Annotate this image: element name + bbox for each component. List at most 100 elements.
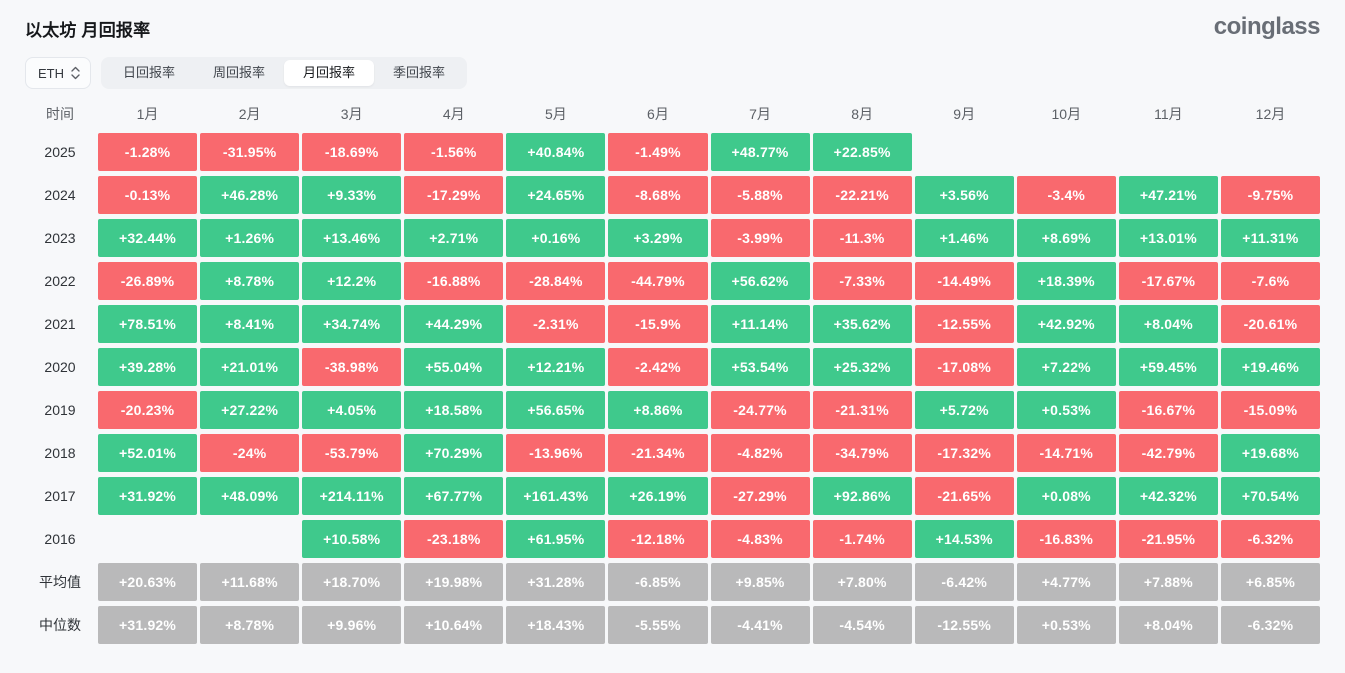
return-cell: +48.77% (710, 133, 810, 171)
return-cell: -6.42% (914, 563, 1014, 601)
return-cell: +21.01% (200, 348, 300, 386)
return-cell: -15.9% (608, 305, 708, 343)
return-cell: -20.23% (98, 391, 198, 429)
return-cell: -7.33% (812, 262, 912, 300)
return-cell: +14.53% (914, 520, 1014, 558)
return-cell: +56.62% (710, 262, 810, 300)
return-cell: -26.89% (98, 262, 198, 300)
row-label: 2022 (44, 273, 76, 289)
row-label: 2018 (44, 445, 76, 461)
column-header: 11月 (1154, 106, 1183, 122)
return-cell: +161.43% (506, 477, 606, 515)
return-cell: +42.32% (1118, 477, 1218, 515)
heatmap-header-row: 时间 1月 2月 3月 4月 5月 6月 7月 8月 9月 10月 11月 12月 (25, 101, 1320, 127)
return-cell: +19.68% (1220, 434, 1320, 472)
return-cell: -13.96% (506, 434, 606, 472)
return-cell (200, 520, 299, 558)
return-cell: -4.41% (710, 606, 810, 644)
return-cell: -14.71% (1016, 434, 1116, 472)
tab-daily-return[interactable]: 日回报率 (123, 65, 176, 80)
return-cell: +8.86% (608, 391, 708, 429)
return-cell: -1.28% (98, 133, 198, 171)
return-cell: -20.61% (1220, 305, 1320, 343)
return-cell: +55.04% (404, 348, 504, 386)
tab-monthly-return[interactable]: 月回报率 (284, 60, 375, 86)
row-label: 2017 (44, 488, 76, 504)
return-cell: -21.95% (1118, 520, 1218, 558)
return-cell: -9.75% (1220, 176, 1320, 214)
return-cell: +67.77% (404, 477, 504, 515)
return-cell: +34.74% (302, 305, 402, 343)
return-cell (1221, 133, 1320, 171)
return-cell: +46.28% (200, 176, 300, 214)
page: 以太坊 月回报率 coinglass ETH 日回报率 周回报率 月回报率 季回… (25, 13, 1321, 644)
tab-quarterly-return[interactable]: 季回报率 (393, 65, 446, 80)
return-cell: -17.08% (914, 348, 1014, 386)
return-cell: +18.70% (302, 563, 402, 601)
return-cell (98, 520, 197, 558)
return-cell: -4.54% (812, 606, 912, 644)
column-header: 2月 (238, 106, 261, 122)
column-header: 9月 (953, 106, 976, 122)
return-cell: +56.65% (506, 391, 606, 429)
return-cell: -12.55% (914, 305, 1014, 343)
monthly-returns-heatmap: 时间 1月 2月 3月 4月 5月 6月 7月 8月 9月 10月 11月 12月 2025 -1.28% -… (25, 101, 1320, 644)
year-row: 2016 +10.58% -23.18% +61.95% -12.18% -4.83% -1… (25, 520, 1320, 558)
return-cell: +18.58% (404, 391, 504, 429)
return-cell: -3.4% (1016, 176, 1116, 214)
return-cell: -18.69% (302, 133, 402, 171)
return-cell: -1.49% (608, 133, 708, 171)
topbar: 以太坊 月回报率 coinglass (25, 13, 1321, 41)
return-cell: +13.46% (302, 219, 402, 257)
return-cell: +10.64% (404, 606, 504, 644)
tab-weekly-return[interactable]: 周回报率 (213, 65, 266, 80)
row-label: 2021 (44, 316, 76, 332)
return-cell: +4.77% (1016, 563, 1116, 601)
return-cell: -7.6% (1220, 262, 1320, 300)
return-cell: -5.55% (608, 606, 708, 644)
symbol-select[interactable]: ETH (25, 57, 91, 89)
year-row: 2022 -26.89% +8.78% +12.2% -16.88% -28.84% -44… (25, 262, 1320, 300)
return-cell: -4.83% (710, 520, 810, 558)
column-header: 5月 (544, 106, 567, 122)
return-cell: -8.68% (608, 176, 708, 214)
row-label: 平均值 (39, 574, 81, 590)
controls-row: ETH 日回报率 周回报率 月回报率 季回报率 (25, 57, 1320, 89)
column-header: 3月 (340, 106, 363, 122)
return-cell: +0.08% (1016, 477, 1116, 515)
return-cell: +61.95% (506, 520, 606, 558)
return-cell: -6.85% (608, 563, 708, 601)
row-label: 2025 (44, 144, 76, 160)
return-cell: +20.63% (98, 563, 198, 601)
return-cell: -5.88% (710, 176, 810, 214)
return-cell: +8.78% (200, 262, 300, 300)
year-row: 2018 +52.01% -24% -53.79% +70.29% -13.96% -21.… (25, 434, 1320, 472)
return-cell: -28.84% (506, 262, 606, 300)
coinglass-logo: coinglass (1213, 13, 1321, 40)
return-cell: -2.42% (608, 348, 708, 386)
return-cell: +78.51% (98, 305, 198, 343)
return-cell: +70.54% (1220, 477, 1320, 515)
return-cell: -34.79% (812, 434, 912, 472)
return-cell: +12.2% (302, 262, 402, 300)
return-cell: +11.14% (710, 305, 810, 343)
chevron-up-down-icon (71, 66, 80, 80)
summary-row: 平均值 +20.63% +11.68% +18.70% +19.98% +31.28% -6… (25, 563, 1320, 601)
return-cell: +18.43% (506, 606, 606, 644)
symbol-select-value: ETH (38, 65, 64, 81)
column-header: 10月 (1051, 106, 1082, 122)
row-header-label: 时间 (46, 106, 74, 122)
return-cell: +8.41% (200, 305, 300, 343)
return-cell: +35.62% (812, 305, 912, 343)
return-cell: +27.22% (200, 391, 300, 429)
return-cell: -12.55% (914, 606, 1014, 644)
return-cell: +31.92% (98, 477, 198, 515)
return-cell: +6.85% (1220, 563, 1320, 601)
return-cell: -42.79% (1118, 434, 1218, 472)
return-cell: +4.05% (302, 391, 402, 429)
return-cell: -24.77% (710, 391, 810, 429)
row-label: 2024 (44, 187, 76, 203)
return-cell: +7.88% (1118, 563, 1218, 601)
return-cell: +8.04% (1118, 305, 1218, 343)
return-cell: +47.21% (1118, 176, 1218, 214)
